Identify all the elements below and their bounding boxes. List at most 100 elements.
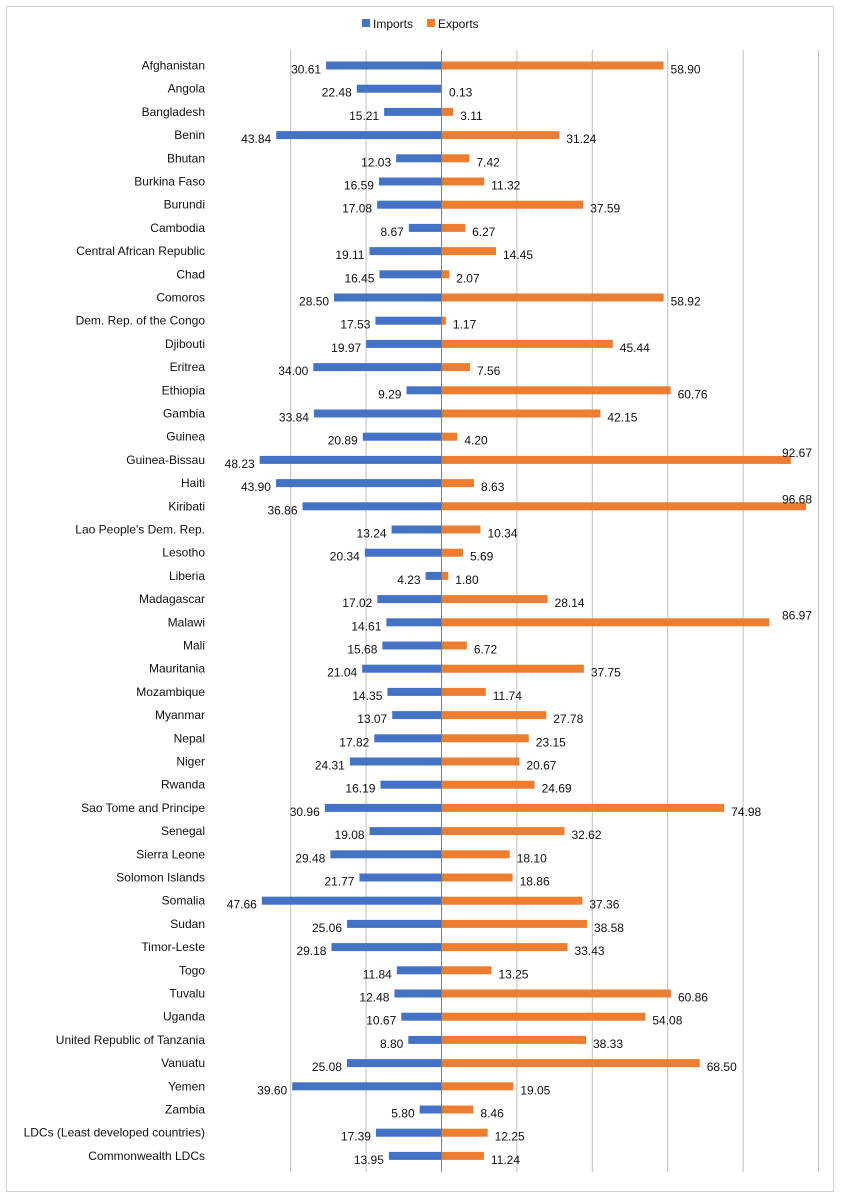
imports-value-ethiopia: 9.29 <box>378 387 402 401</box>
exports-bar-comoros <box>441 293 664 302</box>
category-label-burkina-faso: Burkina Faso <box>134 175 205 189</box>
imports-value-burundi: 17.08 <box>342 202 372 216</box>
category-label-ldcs-least-developed-countries: LDCs (Least developed countries) <box>24 1126 205 1140</box>
imports-bar-rwanda <box>380 780 442 789</box>
exports-value-timor-leste: 33.43 <box>575 944 605 958</box>
category-label-eritrea: Eritrea <box>170 360 206 374</box>
exports-value-yemen: 19.05 <box>520 1083 550 1097</box>
exports-bar-djibouti <box>441 339 613 348</box>
imports-value-burkina-faso: 16.59 <box>344 179 374 193</box>
imports-value-dem-rep-of-the-congo: 17.53 <box>340 318 370 332</box>
category-label-gambia: Gambia <box>163 407 205 421</box>
exports-bar-dem-rep-of-the-congo <box>441 316 446 325</box>
imports-bar-cambodia <box>408 223 442 232</box>
category-label-comoros: Comoros <box>156 291 205 305</box>
imports-bar-somalia <box>261 896 442 905</box>
imports-value-ldcs-least-developed-countries: 17.39 <box>341 1130 371 1144</box>
imports-value-niger: 24.31 <box>315 759 345 773</box>
exports-bar-eritrea <box>441 363 471 372</box>
exports-value-sao-tome-and-principe: 74.98 <box>731 805 761 819</box>
exports-value-niger: 20.67 <box>526 759 556 773</box>
imports-bar-liberia <box>425 571 442 580</box>
exports-value-nepal: 23.15 <box>536 735 566 749</box>
imports-value-liberia: 4.23 <box>397 573 421 587</box>
exports-value-burkina-faso: 11.32 <box>491 179 520 193</box>
imports-bar-malawi <box>386 618 442 627</box>
exports-bar-rwanda <box>441 780 535 789</box>
legend-exports-swatch <box>427 19 435 27</box>
imports-value-central-african-republic: 19.11 <box>335 248 364 262</box>
exports-value-lao-people-s-dem-rep: 10.34 <box>487 527 517 541</box>
imports-value-sudan: 25.06 <box>312 921 342 935</box>
category-label-guinea: Guinea <box>166 430 205 444</box>
imports-value-nepal: 17.82 <box>339 735 369 749</box>
exports-value-mauritania: 37.75 <box>591 666 621 680</box>
exports-bar-chad <box>441 270 450 279</box>
imports-value-lao-people-s-dem-rep: 13.24 <box>357 527 387 541</box>
imports-value-togo: 11.84 <box>363 967 392 981</box>
imports-bar-lesotho <box>364 548 442 557</box>
exports-bar-malawi <box>441 618 770 627</box>
category-label-tuvalu: Tuvalu <box>169 987 205 1001</box>
imports-bar-eritrea <box>313 363 442 372</box>
imports-bar-comoros <box>334 293 442 302</box>
exports-bar-ldcs-least-developed-countries <box>441 1128 488 1137</box>
imports-value-comoros: 28.50 <box>299 295 329 309</box>
imports-bar-mauritania <box>362 664 442 673</box>
imports-bar-sao-tome-and-principe <box>324 803 442 812</box>
imports-value-sao-tome-and-principe: 30.96 <box>290 805 320 819</box>
exports-bar-vanuatu <box>441 1059 700 1068</box>
imports-bar-djibouti <box>366 339 442 348</box>
imports-value-mali: 15.68 <box>347 643 377 657</box>
category-label-solomon-islands: Solomon Islands <box>116 871 205 885</box>
imports-bar-united-republic-of-tanzania <box>408 1035 442 1044</box>
exports-bar-niger <box>441 757 520 766</box>
imports-bar-bangladesh <box>384 107 442 116</box>
category-label-yemen: Yemen <box>168 1079 205 1093</box>
category-label-commonwealth-ldcs: Commonwealth LDCs <box>88 1149 205 1163</box>
imports-bar-mali <box>382 641 442 650</box>
imports-bar-lao-people-s-dem-rep <box>391 525 442 534</box>
exports-value-sudan: 38.58 <box>594 921 624 935</box>
exports-bar-gambia <box>441 409 601 418</box>
exports-bar-bhutan <box>441 154 470 163</box>
category-label-timor-leste: Timor-Leste <box>141 940 205 954</box>
imports-value-sierra-leone: 29.48 <box>295 851 325 865</box>
exports-value-madagascar: 28.14 <box>555 596 585 610</box>
category-label-rwanda: Rwanda <box>161 778 205 792</box>
category-label-niger: Niger <box>176 755 205 769</box>
category-label-sudan: Sudan <box>170 917 205 931</box>
category-label-myanmar: Myanmar <box>155 708 205 722</box>
exports-value-djibouti: 45.44 <box>620 341 650 355</box>
exports-value-eritrea: 7.56 <box>477 364 501 378</box>
imports-value-somalia: 47.66 <box>227 898 257 912</box>
exports-bar-sao-tome-and-principe <box>441 803 725 812</box>
exports-bar-nepal <box>441 734 529 743</box>
exports-bar-afghanistan <box>441 61 664 70</box>
category-label-guinea-bissau: Guinea-Bissau <box>126 453 205 467</box>
exports-bar-madagascar <box>441 595 548 604</box>
imports-value-kiribati: 36.86 <box>268 503 298 517</box>
category-label-afghanistan: Afghanistan <box>142 59 205 73</box>
category-label-lesotho: Lesotho <box>162 546 205 560</box>
imports-bar-niger <box>349 757 442 766</box>
imports-bar-guinea <box>362 432 442 441</box>
exports-value-zambia: 8.46 <box>480 1107 504 1121</box>
exports-value-ethiopia: 60.76 <box>678 387 708 401</box>
exports-value-gambia: 42.15 <box>607 411 637 425</box>
exports-bar-kiribati <box>441 502 806 511</box>
exports-bar-sudan <box>441 919 587 928</box>
imports-bar-gambia <box>313 409 442 418</box>
imports-bar-nepal <box>374 734 442 743</box>
exports-value-togo: 13.25 <box>498 967 528 981</box>
exports-value-dem-rep-of-the-congo: 1.17 <box>453 318 477 332</box>
exports-value-bhutan: 7.42 <box>476 155 500 169</box>
exports-bar-mozambique <box>441 687 486 696</box>
imports-value-tuvalu: 12.48 <box>359 991 389 1005</box>
exports-value-tuvalu: 60.86 <box>678 991 708 1005</box>
exports-bar-zambia <box>441 1105 474 1114</box>
imports-value-cambodia: 8.67 <box>380 225 404 239</box>
imports-bar-central-african-republic <box>369 247 442 256</box>
imports-value-mozambique: 14.35 <box>352 689 382 703</box>
exports-value-comoros: 58.92 <box>671 295 701 309</box>
